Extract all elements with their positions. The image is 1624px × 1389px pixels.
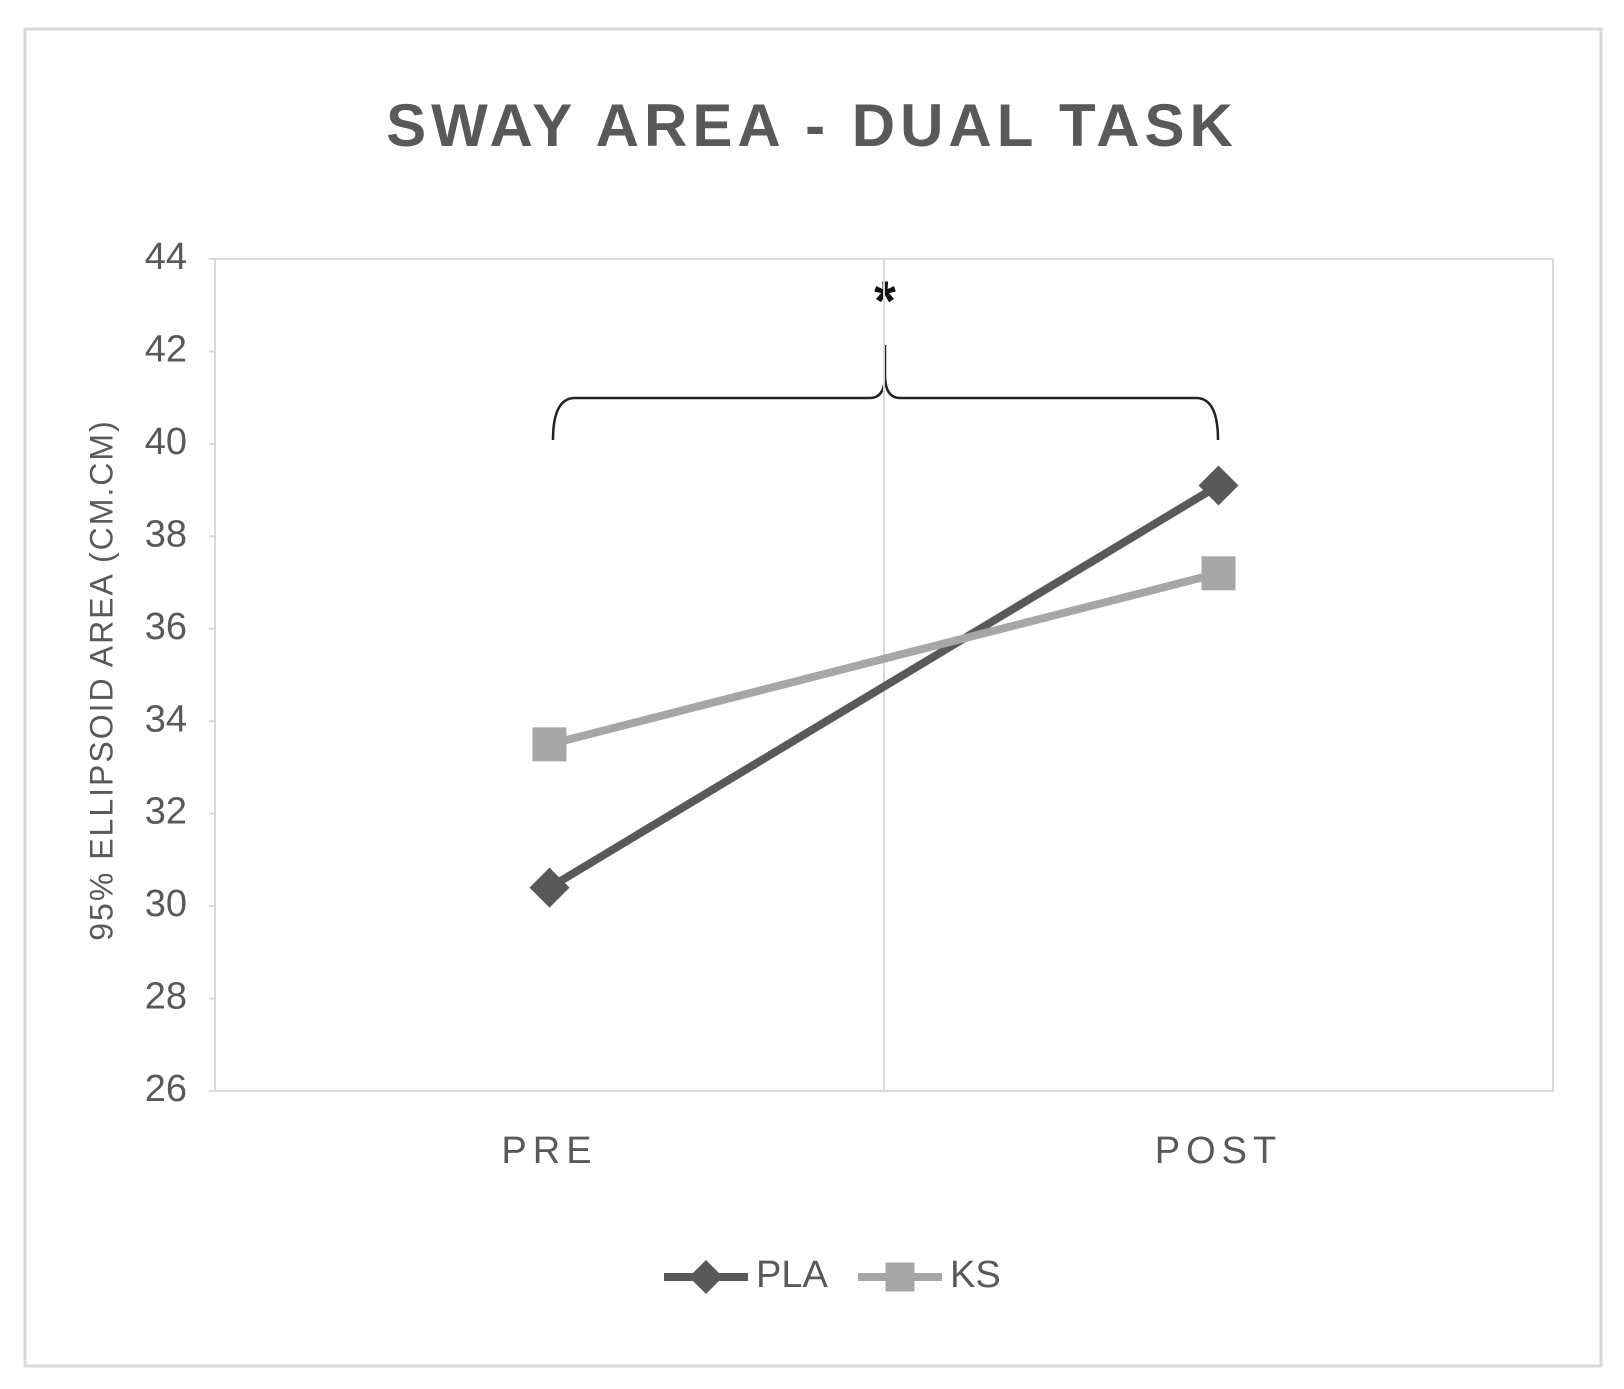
y-tick-label: 40 (145, 421, 187, 463)
significance-mark: * (874, 269, 896, 332)
legend-marker (885, 1262, 915, 1292)
y-tick-label: 28 (145, 976, 187, 1018)
y-tick-label: 42 (145, 328, 187, 370)
y-tick-label: 38 (145, 513, 187, 555)
marker (529, 867, 570, 908)
marker (532, 727, 567, 762)
y-axis-label: 95% ELLIPSOID AREA (CM.CM) (83, 419, 119, 940)
y-tick-label: 44 (145, 236, 187, 278)
chart-frame (23, 27, 1603, 1368)
marker (1198, 465, 1239, 506)
chart-title: SWAY AREA - DUAL TASK (386, 92, 1238, 159)
x-tick-label: POST (1155, 1130, 1282, 1172)
legend-label: PLA (756, 1254, 828, 1296)
marker (1201, 556, 1236, 591)
x-tick-label: PRE (501, 1130, 597, 1172)
y-tick-label: 34 (145, 698, 187, 740)
legend-marker (689, 1260, 723, 1294)
y-tick-label: 36 (145, 606, 187, 648)
series-line (548, 569, 1220, 749)
y-tick-label: 32 (145, 791, 187, 833)
y-tick-label: 30 (145, 883, 187, 925)
series-line (547, 482, 1221, 892)
legend-label: KS (950, 1254, 1001, 1296)
y-tick-label: 26 (145, 1068, 187, 1110)
